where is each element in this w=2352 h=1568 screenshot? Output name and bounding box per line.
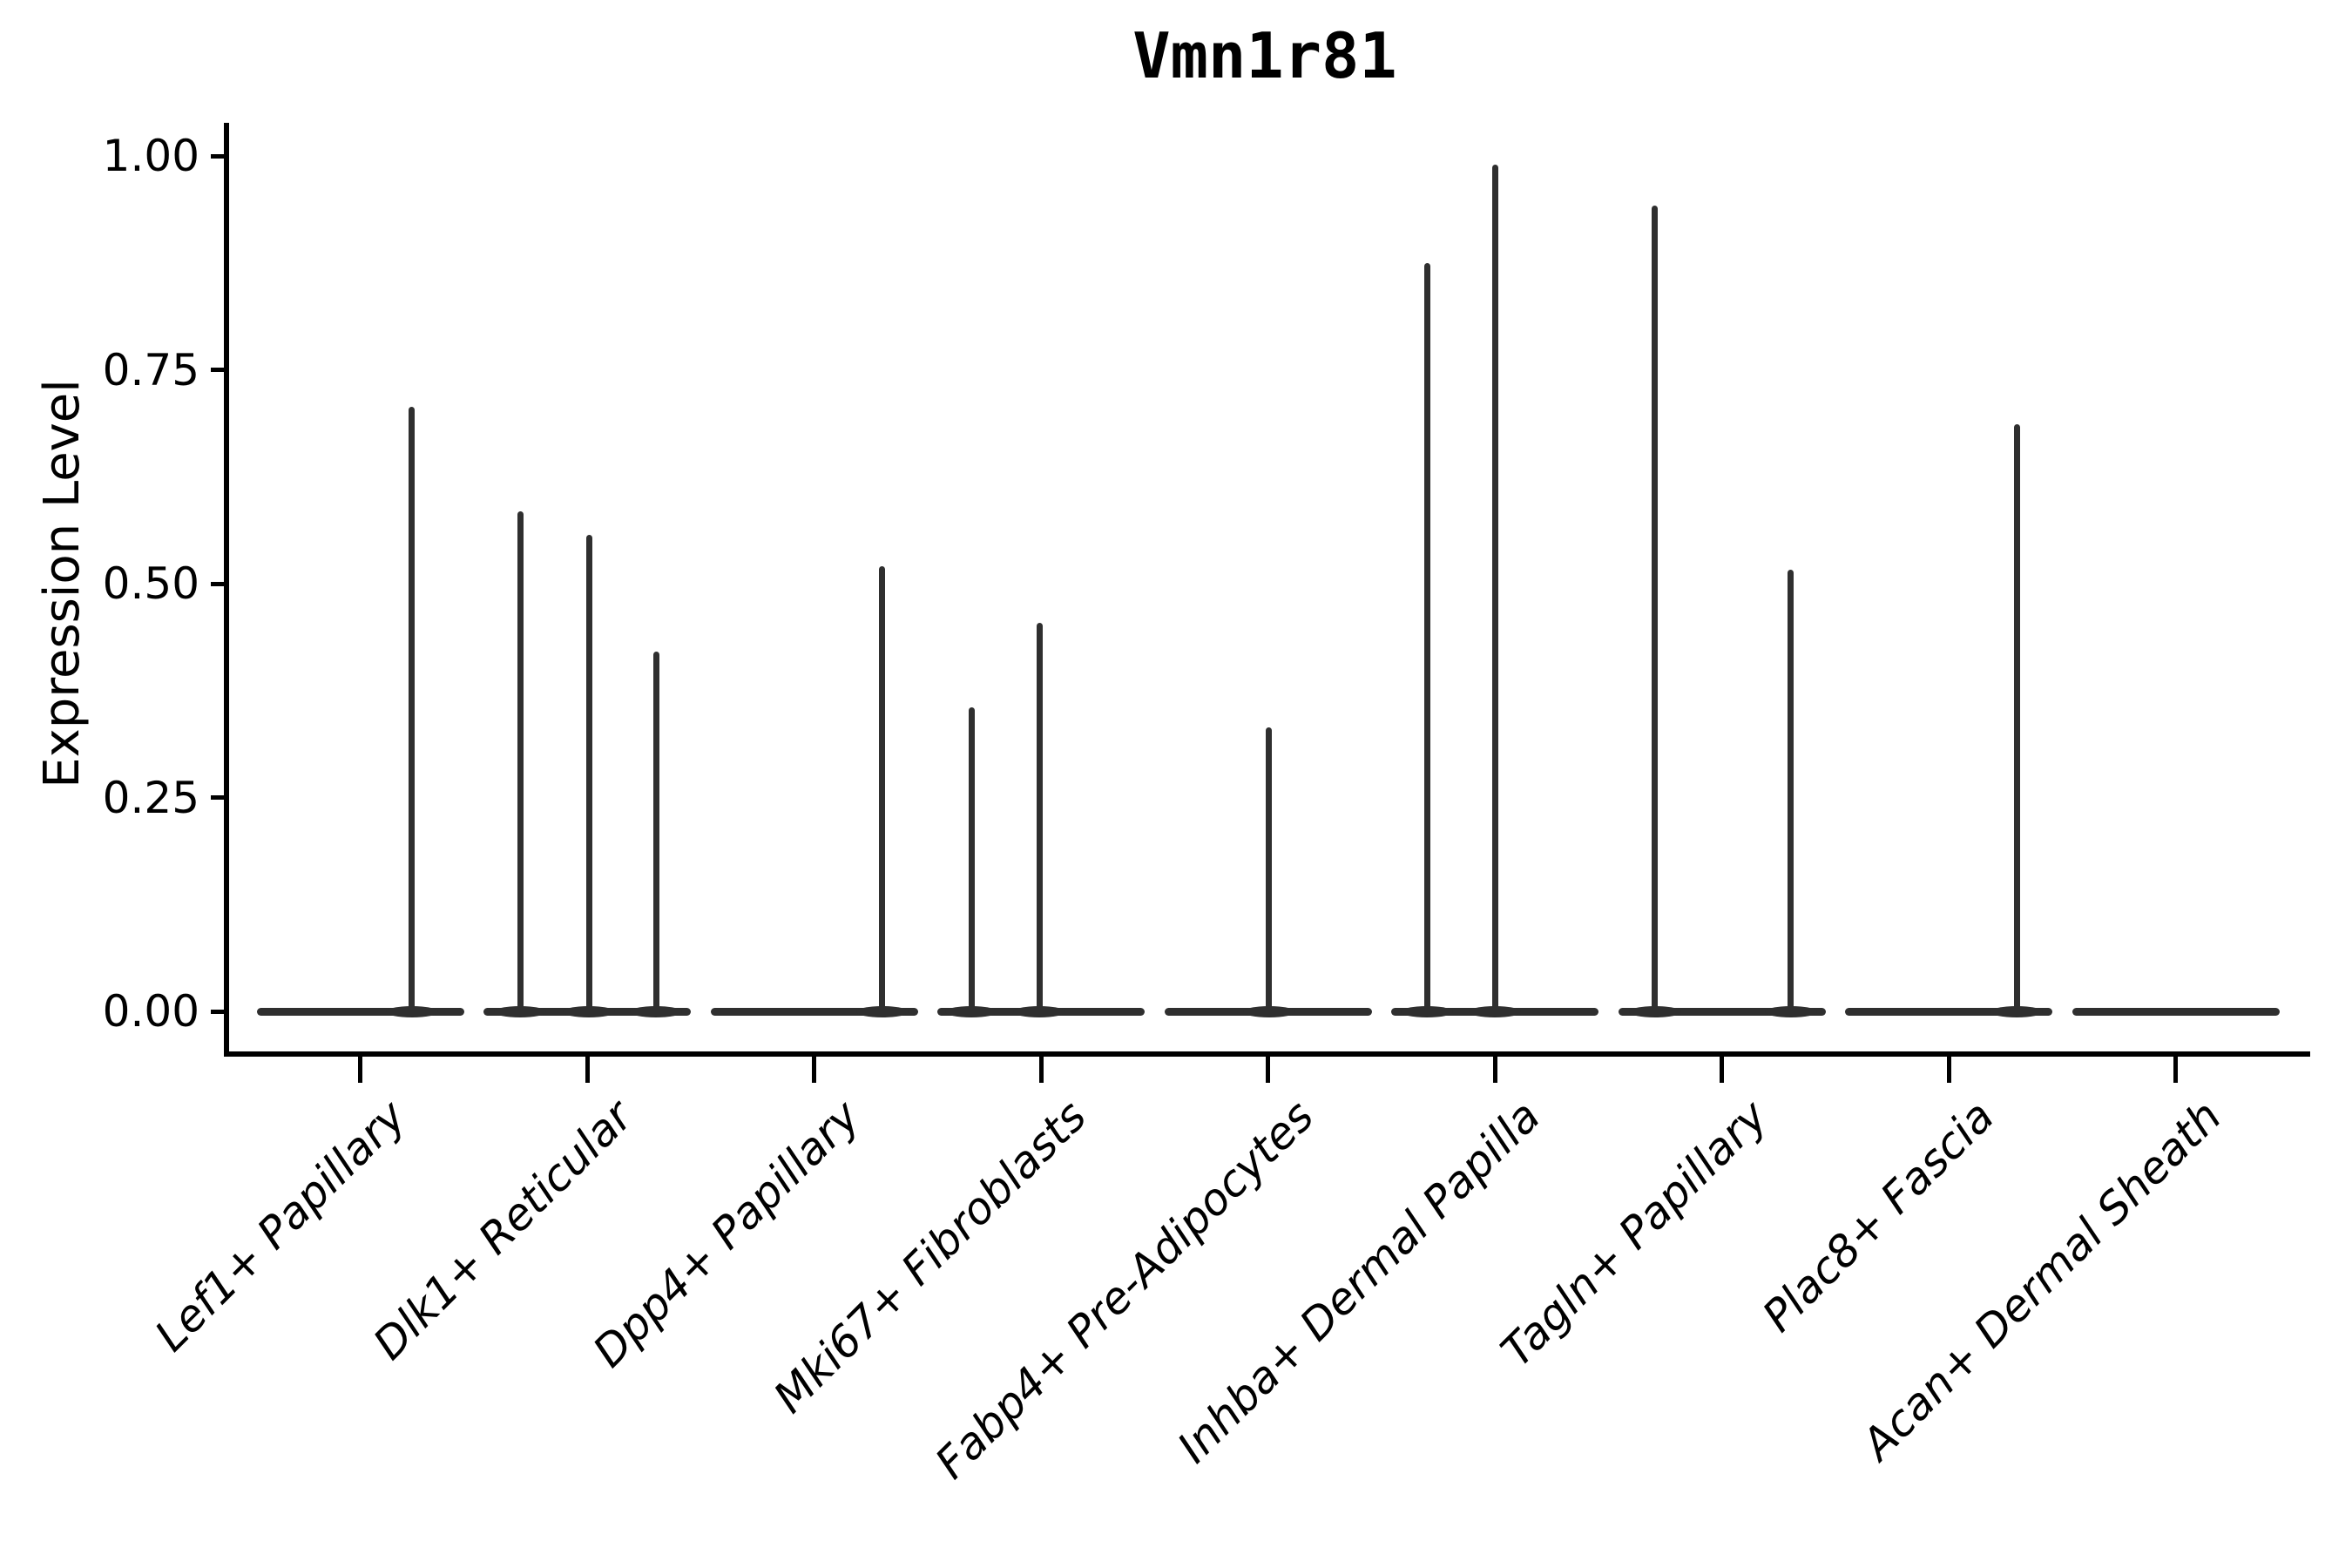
violin-spike xyxy=(1491,165,1498,1013)
y-tick-mark xyxy=(211,1009,224,1014)
violin-spike xyxy=(1036,623,1043,1013)
violin-baseline xyxy=(256,1007,464,1016)
x-tick-mark xyxy=(585,1057,590,1083)
plot-title: Vmn1r81 xyxy=(1132,19,1397,92)
violin-spike xyxy=(2013,423,2020,1013)
x-tick-mark xyxy=(1266,1057,1270,1083)
violin-baseline xyxy=(710,1007,918,1016)
y-tick-label: 0.75 xyxy=(102,344,199,395)
violin-spike xyxy=(879,565,885,1013)
x-tick-mark xyxy=(2173,1057,2178,1083)
y-tick-label: 0.25 xyxy=(102,772,199,823)
x-tick-mark xyxy=(1038,1057,1044,1083)
x-tick-label: Mki67+ Fibroblasts xyxy=(764,1091,1097,1423)
y-tick-mark xyxy=(211,795,224,801)
y-tick-label: 1.00 xyxy=(102,131,199,182)
x-tick-label: Dlk1+ Reticular xyxy=(363,1091,643,1369)
violin-spike xyxy=(1266,727,1272,1013)
x-tick-mark xyxy=(1946,1057,1951,1083)
x-tick-label: Inhba+ Dermal Papilla xyxy=(1167,1091,1551,1473)
y-tick-mark xyxy=(211,581,224,586)
x-tick-label: Tagln+ Papillary xyxy=(1490,1091,1777,1377)
violin-spike xyxy=(409,407,415,1013)
violin-spike xyxy=(1788,570,1794,1013)
x-tick-mark xyxy=(358,1057,362,1083)
x-tick-label: Acan+ Dermal Sheath xyxy=(1851,1091,2231,1470)
y-tick-label: 0.50 xyxy=(102,558,199,610)
violin-spike xyxy=(1423,263,1430,1013)
violin-baseline xyxy=(1618,1007,1826,1016)
y-tick-mark xyxy=(211,153,224,159)
violin-spike xyxy=(968,706,975,1013)
violin-spike xyxy=(1652,206,1658,1013)
x-tick-label: Plac8+ Fascia xyxy=(1753,1091,2004,1342)
x-tick-label: Dpp4+ Papillary xyxy=(583,1091,869,1377)
violin-spike xyxy=(517,510,524,1013)
violin-spike xyxy=(585,535,592,1013)
x-tick-mark xyxy=(1720,1057,1724,1083)
x-tick-label: Fabp4+ Pre-Adipocytes xyxy=(925,1091,1323,1489)
y-axis-spine xyxy=(224,123,229,1057)
x-axis-spine xyxy=(224,1051,2310,1057)
violin-baseline xyxy=(1845,1007,2052,1016)
violin-baseline xyxy=(2072,1007,2280,1016)
x-tick-mark xyxy=(1492,1057,1497,1083)
violin-spike xyxy=(652,651,659,1013)
y-tick-label: 0.00 xyxy=(102,986,199,1037)
y-tick-mark xyxy=(211,368,224,373)
x-tick-mark xyxy=(812,1057,816,1083)
